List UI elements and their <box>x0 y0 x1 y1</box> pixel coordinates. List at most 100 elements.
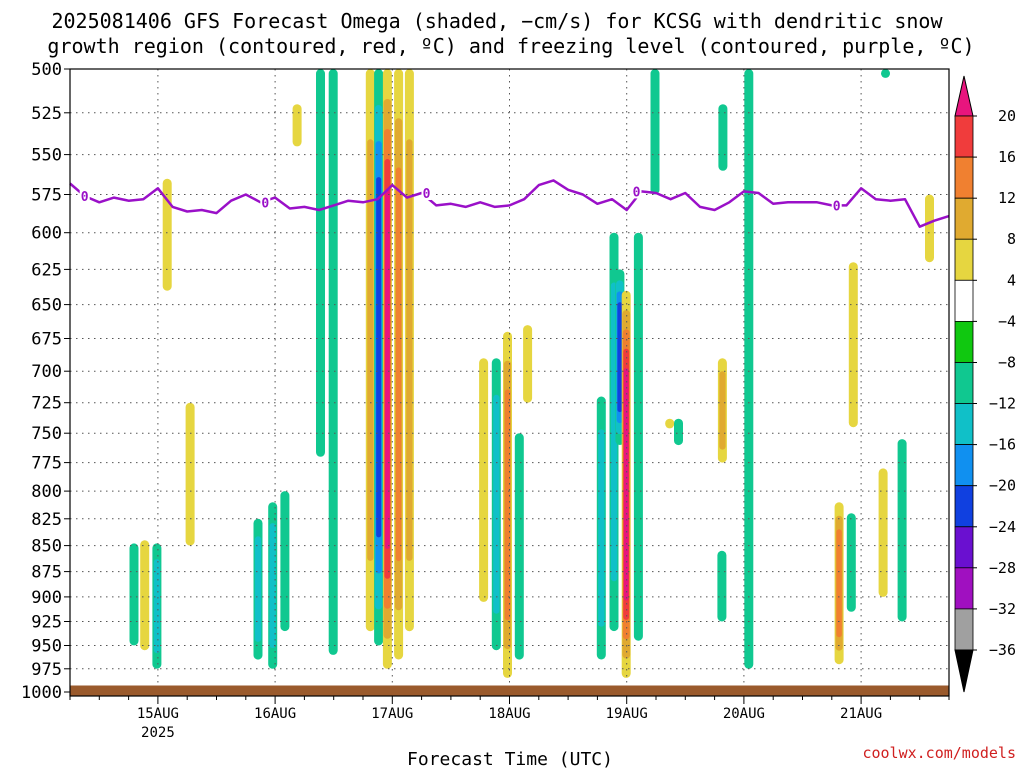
omega-cell-0-0 <box>129 543 139 646</box>
omega-cell-1-0 <box>140 540 150 651</box>
y-axis: 500 525 550 575 600 625 650 675 700 725 750 775 800 8… <box>21 60 70 703</box>
omega-cell-28-0 <box>674 418 683 446</box>
omega-cell-38-0 <box>925 194 934 263</box>
omega-cell-34-0 <box>848 262 858 428</box>
omega-cell-16-0 <box>479 358 489 602</box>
ground-band <box>70 685 949 696</box>
y-tick-label-775: 775 <box>31 454 62 474</box>
omega-cell-20-0 <box>523 325 533 403</box>
colorbar-swatch-0 <box>954 115 974 158</box>
x-axis-title: Forecast Time (UTC) <box>407 749 613 768</box>
omega-shading <box>129 69 934 678</box>
colorbar-label-12: −32 <box>989 600 1016 618</box>
gridlines <box>70 69 949 696</box>
y-tick-label-700: 700 <box>31 362 62 382</box>
freezing-level-label-1: 0 <box>261 196 269 211</box>
omega-cell-39-0 <box>881 69 890 78</box>
credit-text: coolwx.com/models <box>862 744 1016 762</box>
omega-cell-21-1 <box>598 429 605 627</box>
omega-cell-3-0 <box>162 178 172 291</box>
y-tick-label-925: 925 <box>31 613 62 633</box>
colorbar-swatch-12 <box>954 608 974 651</box>
colorbar-bottom-arrow <box>954 649 974 693</box>
freezing-level-label-3: 0 <box>633 185 641 200</box>
colorbar: 20 16 12 8 4 −4 −8 −12 −16 −20 −24 −28 −32 −36 <box>954 75 1016 693</box>
y-tick-label-825: 825 <box>31 510 62 530</box>
y-tick-label-550: 550 <box>31 146 62 166</box>
omega-cell-36-0 <box>878 468 888 597</box>
colorbar-swatch-2 <box>954 197 974 240</box>
omega-cell-5-1 <box>254 536 262 642</box>
chart-title-line-1: 2025081406 GFS Forecast Omega (shaded, −… <box>51 9 943 33</box>
y-tick-label-750: 750 <box>31 424 62 444</box>
omega-cell-10-0 <box>328 69 338 655</box>
omega-cell-13-4 <box>385 189 390 549</box>
freezing-label-bg-3 <box>631 185 642 199</box>
omega-cell-2-1 <box>153 559 161 654</box>
omega-cell-14-2 <box>395 167 402 562</box>
colorbar-swatch-11 <box>954 567 974 610</box>
y-tick-label-975: 975 <box>31 660 62 680</box>
colorbar-top-arrow <box>954 75 974 117</box>
colorbar-swatch-4 <box>954 279 974 322</box>
y-tick-label-625: 625 <box>31 260 62 280</box>
colorbar-swatch-3 <box>954 238 974 281</box>
omega-cell-33-2 <box>836 529 842 638</box>
colorbar-label-10: −24 <box>989 518 1016 536</box>
colorbar-label-8: −16 <box>989 436 1016 454</box>
y-tick-label-950: 950 <box>31 637 62 657</box>
omega-cell-7-0 <box>280 491 290 632</box>
colorbar-label-5: −4 <box>998 312 1016 330</box>
omega-cell-8-0 <box>292 104 302 147</box>
chart-title-line-2: growth region (contoured, red, ºC) and f… <box>47 34 974 58</box>
colorbar-label-1: 16 <box>998 148 1016 166</box>
omega-cell-15-1 <box>406 139 413 561</box>
colorbar-label-3: 8 <box>1007 230 1016 248</box>
colorbar-label-0: 20 <box>998 107 1016 125</box>
freezing-level-label-0: 0 <box>81 190 89 205</box>
omega-cell-35-0 <box>846 513 856 612</box>
y-tick-label-675: 675 <box>31 330 62 350</box>
x-tick-label-18AUG: 18AUG <box>488 706 530 722</box>
y-tick-label-875: 875 <box>31 563 62 583</box>
x-tick-label-20AUG: 20AUG <box>723 706 765 722</box>
omega-cell-25-0 <box>633 232 643 641</box>
colorbar-swatch-8 <box>954 444 974 487</box>
omega-cell-18-2 <box>504 389 511 621</box>
x-tick-label-17AUG: 17AUG <box>371 706 413 722</box>
colorbar-swatch-9 <box>954 485 974 528</box>
colorbar-label-4: 4 <box>1007 271 1016 289</box>
y-tick-label-500: 500 <box>31 60 62 80</box>
colorbar-label-2: 12 <box>998 189 1016 207</box>
freezing-label-bg-4 <box>831 199 842 213</box>
colorbar-swatch-6 <box>954 362 974 404</box>
freezing-level-label-4: 0 <box>833 199 841 214</box>
omega-cell-27-0 <box>665 418 675 429</box>
omega-cell-19-0 <box>514 433 524 660</box>
freezing-level-label-2: 0 <box>423 187 431 202</box>
x-tick-label-19AUG: 19AUG <box>606 706 648 722</box>
omega-cell-32-0 <box>744 69 754 669</box>
y-tick-label-525: 525 <box>31 104 62 124</box>
omega-cell-12-3 <box>376 177 382 538</box>
omega-cell-17-1 <box>493 394 500 614</box>
omega-cell-6-1 <box>269 523 276 648</box>
y-tick-label-725: 725 <box>31 394 62 414</box>
colorbar-label-9: −20 <box>989 477 1016 495</box>
omega-cell-31-1 <box>719 371 726 450</box>
y-tick-label-575: 575 <box>31 186 62 206</box>
colorbar-swatch-7 <box>954 403 974 445</box>
colorbar-label-7: −12 <box>989 395 1016 413</box>
freezing-level-line <box>69 179 950 228</box>
x-tick-label-15AUG: 15AUG <box>137 706 179 722</box>
omega-cell-26-0 <box>650 69 660 195</box>
ground-surface <box>70 685 949 696</box>
x-axis: 15AUG 2025 16AUG 17AUG 18AUG 19AUG 20AUG 21AUG <box>69 696 950 741</box>
omega-cell-37-0 <box>897 439 907 622</box>
colorbar-swatch-1 <box>954 156 974 199</box>
y-tick-label-600: 600 <box>31 224 62 244</box>
y-tick-label-900: 900 <box>31 588 62 608</box>
omega-cell-30-0 <box>718 104 728 171</box>
omega-cell-4-0 <box>185 402 195 546</box>
